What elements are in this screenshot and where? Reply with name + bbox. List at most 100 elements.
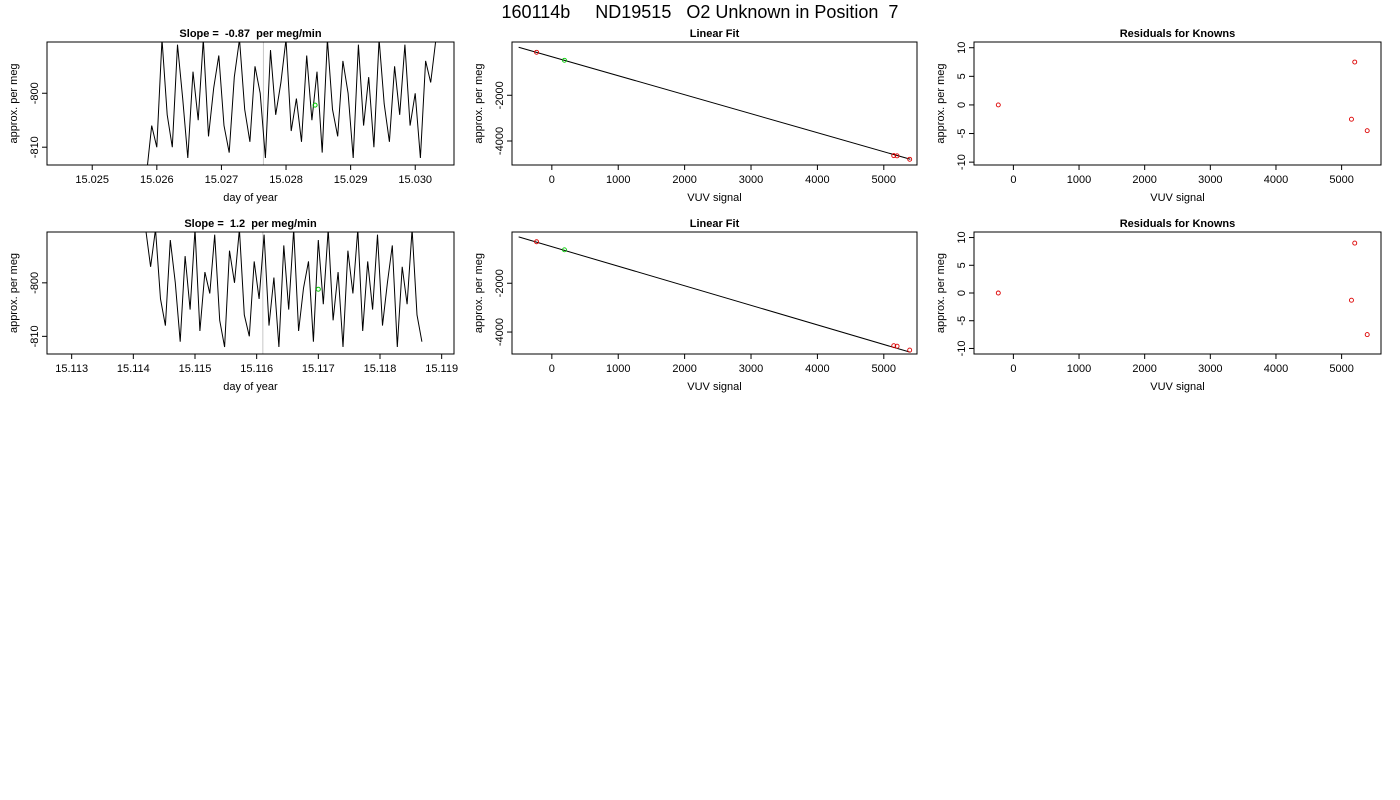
chart-panel-4: 15.113 15.114 15.115 15.116 15.117 15.118 15.1…: [8, 218, 458, 393]
x-tick-label: 4000: [1264, 174, 1288, 186]
fit-line: [518, 236, 911, 353]
y-tick-label: -800: [29, 272, 41, 294]
y-tick-label: -5: [956, 316, 968, 326]
plot-frame: [973, 231, 1382, 355]
x-tick-label: 15.114: [117, 363, 150, 375]
x-tick-label: 0: [549, 174, 555, 186]
known-point: [1364, 128, 1370, 134]
x-tick-label: 15.116: [240, 363, 273, 375]
y-tick-label: 0: [956, 102, 968, 108]
x-tick-label: 15.029: [334, 174, 368, 186]
known-point: [534, 49, 540, 55]
known-point: [891, 153, 897, 159]
highlight-point: [315, 286, 321, 292]
y-tick-label: 5: [956, 73, 968, 79]
known-point: [995, 290, 1001, 296]
x-tick-label: 3000: [739, 363, 763, 375]
x-tick-label: 3000: [1198, 174, 1222, 186]
y-tick-label: -5: [956, 129, 968, 139]
unknown-point: [562, 57, 567, 63]
y-tick-label: -4000: [494, 318, 506, 346]
figure-title: 160114b ND19515 O2 Unknown in Position 7: [501, 2, 899, 22]
x-axis-label: VUV signal: [1150, 381, 1204, 393]
series-line-1: [145, 232, 423, 348]
y-axis-label: approx. per meg: [473, 253, 485, 333]
known-point: [1352, 59, 1358, 65]
x-tick-label: 15.119: [425, 363, 458, 375]
x-tick-label: 15.030: [398, 174, 432, 186]
y-tick-label: -4000: [494, 127, 506, 155]
y-axis-label: approx. per meg: [935, 253, 947, 333]
x-axis-label: VUV signal: [1150, 192, 1204, 204]
x-tick-label: 0: [549, 363, 555, 375]
y-tick-label: -2000: [494, 269, 506, 297]
x-tick-label: 15.113: [55, 363, 88, 375]
plot-frame: [511, 41, 918, 166]
y-tick-label: 10: [956, 231, 968, 243]
panel-title: Residuals for Knowns: [1120, 218, 1236, 230]
known-point: [894, 343, 900, 349]
x-tick-label: 4000: [805, 363, 829, 375]
plot-frame: [46, 231, 455, 355]
x-tick-label: 15.117: [302, 363, 335, 375]
x-tick-label: 2000: [1132, 363, 1156, 375]
x-tick-label: 1000: [1067, 174, 1091, 186]
plot-frame: [46, 41, 455, 166]
plot-area: [518, 46, 913, 162]
x-axis-label: day of year: [223, 192, 278, 204]
chart-panel-6: 0 1000 2000 3000 4000 5000 10 5 0 -5 -10 Residuals …: [935, 218, 1382, 393]
plot-area: [995, 240, 1370, 338]
x-tick-label: 2000: [672, 363, 696, 375]
x-tick-label: 5000: [1329, 174, 1353, 186]
y-tick-label: -800: [29, 82, 41, 104]
x-tick-label: 5000: [872, 363, 896, 375]
y-tick-label: -10: [956, 154, 968, 170]
highlight-point: [312, 102, 318, 108]
x-tick-label: 15.026: [140, 174, 174, 186]
x-tick-label: 15.115: [179, 363, 212, 375]
chart-panel-2: 0 1000 2000 3000 4000 5000 -2000 -4000 Linear Fi…: [473, 28, 918, 204]
panel-title: Linear Fit: [690, 218, 740, 230]
x-tick-label: 15.118: [364, 363, 397, 375]
y-tick-label: -2000: [494, 81, 506, 109]
x-tick-label: 5000: [1329, 363, 1353, 375]
series-line-1: [146, 42, 437, 165]
known-point: [907, 156, 913, 162]
x-tick-label: 3000: [739, 174, 763, 186]
x-tick-label: 1000: [606, 363, 630, 375]
y-tick-label: 10: [956, 42, 968, 54]
x-tick-label: 15.027: [205, 174, 239, 186]
y-axis-label: approx. per meg: [935, 63, 947, 143]
panel-title: Residuals for Knowns: [1120, 28, 1236, 40]
plot-area: [995, 59, 1370, 134]
known-point: [894, 153, 900, 159]
known-point: [1352, 240, 1358, 246]
x-tick-label: 5000: [872, 174, 896, 186]
known-point: [1349, 116, 1354, 122]
plot-frame: [973, 41, 1382, 166]
x-tick-label: 1000: [1067, 363, 1091, 375]
panel-title: Slope = -0.87 per meg/min: [179, 28, 321, 40]
x-tick-label: 0: [1010, 363, 1016, 375]
x-tick-label: 4000: [1264, 363, 1288, 375]
plot-area: [518, 236, 913, 353]
x-tick-label: 4000: [805, 174, 829, 186]
y-axis-label: approx. per meg: [8, 63, 20, 143]
y-tick-label: 0: [956, 290, 968, 296]
x-tick-label: 15.025: [75, 174, 109, 186]
known-point: [534, 239, 540, 245]
y-tick-label: -810: [29, 325, 41, 347]
x-axis-label: VUV signal: [687, 381, 741, 393]
known-point: [1364, 332, 1370, 338]
known-point: [1349, 297, 1354, 303]
unknown-point: [562, 247, 567, 253]
plot-area: [146, 42, 437, 165]
fit-line: [518, 46, 911, 160]
y-tick-label: -810: [29, 136, 41, 158]
y-tick-label: -10: [956, 341, 968, 357]
y-tick-label: 5: [956, 262, 968, 268]
plot-area: [145, 232, 423, 354]
chart-panel-3: 0 1000 2000 3000 4000 5000 10 5 0 -5 -10 Residuals …: [935, 28, 1382, 204]
known-point: [995, 102, 1001, 108]
